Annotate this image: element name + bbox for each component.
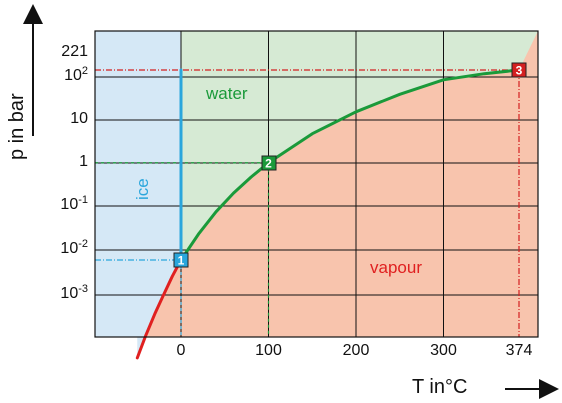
point-badge-1: 1: [173, 252, 189, 268]
y-tick-label: 221: [61, 44, 88, 60]
vapour-region-label: vapour: [370, 258, 422, 277]
x-tick-label: 300: [430, 342, 457, 359]
y-tick-exponent: -3: [78, 283, 88, 295]
x-tick-label: 100: [255, 342, 282, 359]
y-tick-label: 102: [64, 65, 88, 84]
y-tick-label: 10: [70, 111, 88, 127]
y-tick-base: 10: [64, 67, 82, 84]
vaporization-curve: [179, 68, 521, 262]
y-tick-base: 10: [60, 285, 79, 302]
y-tick-exponent: 2: [81, 65, 88, 77]
x-tick-label: 200: [342, 342, 370, 359]
x-tick-label: 374: [505, 342, 533, 359]
water-region: [181, 31, 538, 260]
ice-region-label: ice: [133, 178, 152, 200]
y-tick-label: 10-1: [60, 194, 88, 213]
plot-frame: [94, 30, 539, 338]
x-tick-label: 0: [176, 342, 186, 359]
y-tick-exponent: -2: [78, 238, 88, 250]
ice-region: [95, 31, 182, 358]
y-tick-base: 10: [70, 110, 88, 127]
y-tick-label: 1: [79, 154, 88, 170]
y-tick-base: 10: [60, 240, 79, 257]
point-badge-3: 3: [511, 62, 527, 78]
y-tick-label: 10-2: [60, 238, 88, 257]
y-tick-base: 1: [79, 153, 88, 170]
y-tick-exponent: -1: [78, 194, 88, 206]
y-tick-base: 10: [60, 196, 79, 213]
y-tick-label: 10-3: [60, 283, 88, 302]
y-tick-base: 221: [61, 43, 88, 60]
y-axis-label: p in bar: [6, 93, 28, 160]
sublimation-curve: [135, 258, 183, 360]
x-axis-label: T in°C: [412, 376, 468, 398]
water-region-label: water: [206, 84, 248, 103]
point-badge-2: 2: [261, 155, 276, 171]
